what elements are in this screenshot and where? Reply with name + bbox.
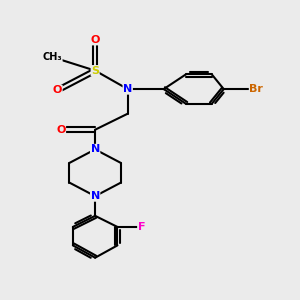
Text: N: N	[91, 191, 100, 201]
Text: Br: Br	[249, 84, 263, 94]
Text: O: O	[56, 125, 65, 135]
Text: CH₃: CH₃	[43, 52, 62, 62]
Text: F: F	[138, 222, 145, 232]
Text: N: N	[91, 144, 100, 154]
Text: O: O	[53, 85, 62, 95]
Text: S: S	[91, 66, 99, 76]
Text: O: O	[91, 35, 100, 45]
Text: N: N	[123, 84, 132, 94]
